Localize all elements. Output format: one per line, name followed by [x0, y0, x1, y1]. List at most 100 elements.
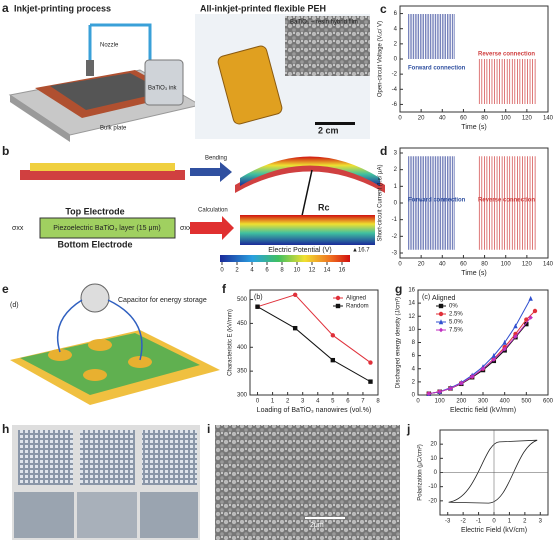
y-tick-label: 6 [412, 353, 416, 359]
y-tick-label: 10 [408, 327, 415, 333]
bottom-layer [20, 170, 185, 180]
annotation: Forward connection [408, 198, 466, 204]
y-axis-label: Open-circuit Voltage (Vₒc/ V) [378, 21, 384, 97]
label: Nozzle [100, 43, 119, 49]
colorbar-label: 0 [220, 268, 224, 274]
marker [459, 380, 464, 386]
x-tick-label: 80 [481, 262, 488, 268]
tube [88, 23, 152, 75]
label: Bottom Electrode [57, 239, 132, 249]
series-line [257, 294, 371, 363]
x-tick-label: 140 [543, 262, 554, 268]
panel-label: a [2, 1, 9, 15]
marker [480, 366, 486, 371]
y-tick-label: 400 [237, 345, 248, 351]
marker [528, 295, 533, 301]
chart-title: (b) [254, 294, 263, 301]
bent-top [240, 156, 380, 186]
x-axis-label: Electric Field (kV/cm) [461, 527, 527, 534]
marker [502, 346, 507, 352]
label: Piezoelectric BaTiO₃ layer (15 μm) [53, 225, 160, 232]
legend-label: 0% [449, 304, 458, 310]
x-axis-label: Time (s) [461, 270, 486, 277]
x-tick-label: 2 [286, 399, 290, 405]
panel-label: c [380, 2, 387, 16]
ink-cup [144, 59, 184, 106]
x-tick-label: 200 [456, 399, 467, 405]
panel-label: g [395, 282, 402, 296]
marker [438, 319, 444, 325]
x-tick-label: 100 [501, 262, 512, 268]
x-tick-label: 300 [478, 399, 489, 405]
potential-map [240, 215, 375, 245]
x-tick-label: 400 [500, 399, 511, 405]
capacitor [80, 283, 110, 313]
colorbar-label: 10 [294, 268, 301, 274]
label: Top Electrode [65, 206, 124, 216]
legend-label: Random [346, 304, 369, 310]
x-tick-label: 1 [271, 399, 275, 405]
x-tick-label: 0 [256, 399, 260, 405]
label: σxx [180, 225, 192, 232]
panel-a: a Inkjet-printing process Nozzle BaTiO₃ … [2, 1, 370, 142]
marker [528, 315, 533, 320]
disc [128, 356, 152, 368]
y-axis-label: Characteristic E (kV/mm) [228, 309, 234, 376]
layer [39, 217, 176, 239]
sem-inset [285, 16, 370, 76]
x-tick-label: 3 [301, 399, 305, 405]
y-tick-label: 2 [412, 379, 416, 385]
label: BaTiO₃ ink [148, 86, 178, 92]
panel-label: j [406, 422, 410, 436]
series-line [428, 317, 532, 395]
y-tick-label: 300 [237, 393, 248, 399]
nozzle [86, 60, 94, 76]
top-layer [30, 163, 175, 171]
x-tick-label: 40 [439, 262, 446, 268]
marker [524, 321, 529, 327]
y-tick-label: 350 [237, 369, 248, 375]
x-axis-label: Electric field (kV/mm) [450, 407, 516, 414]
colorbar-label: 12 [309, 268, 316, 274]
y-tick-label: 4 [412, 366, 416, 372]
y-axis-label: Short-circuit Current (Iₛc/ μA) [378, 164, 384, 241]
marker [292, 325, 298, 331]
series-line [428, 310, 536, 395]
panel-label: h [2, 422, 9, 436]
panel-h: h [2, 422, 200, 540]
scale-label: 2 cm [318, 125, 339, 135]
label: Electric Potential (V) [268, 247, 331, 254]
x-tick-label: 0 [398, 262, 402, 268]
marker [437, 389, 442, 394]
y-tick-label: 3 [394, 151, 398, 157]
board [20, 333, 200, 395]
marker [335, 295, 341, 301]
marker [292, 292, 298, 297]
y-tick-label: 0 [434, 470, 438, 476]
x-tick-label: 120 [522, 116, 533, 122]
label: σxx [12, 225, 24, 232]
legend-label: Aligned [346, 296, 366, 302]
wire [56, 299, 143, 361]
x-tick-label: 0 [416, 399, 420, 405]
reverse-signal [478, 156, 536, 250]
colorbar-label: 14 [324, 268, 331, 274]
plate-side [10, 95, 70, 142]
annotation: Forward connection [408, 66, 466, 72]
x-tick-label: 100 [501, 116, 512, 122]
lattice [142, 430, 197, 485]
y-axis-label: Polarization (μC/cm²) [418, 444, 424, 500]
panel-label: f [222, 282, 227, 296]
y-tick-label: 500 [237, 297, 248, 303]
x-tick-label: 40 [439, 116, 446, 122]
x-tick-label: 20 [418, 116, 425, 122]
label: BaTiO₃ – resin hybrid film [290, 20, 358, 26]
y-tick-label: 6 [394, 11, 398, 17]
marker [426, 391, 432, 396]
x-tick-label: 6 [346, 399, 350, 405]
panel-i: i 2μm [207, 422, 400, 540]
arrow [190, 216, 234, 240]
annotation: Reverse connection [478, 198, 535, 204]
x-tick-label: 120 [522, 262, 533, 268]
x-tick-label: 8 [376, 399, 380, 405]
